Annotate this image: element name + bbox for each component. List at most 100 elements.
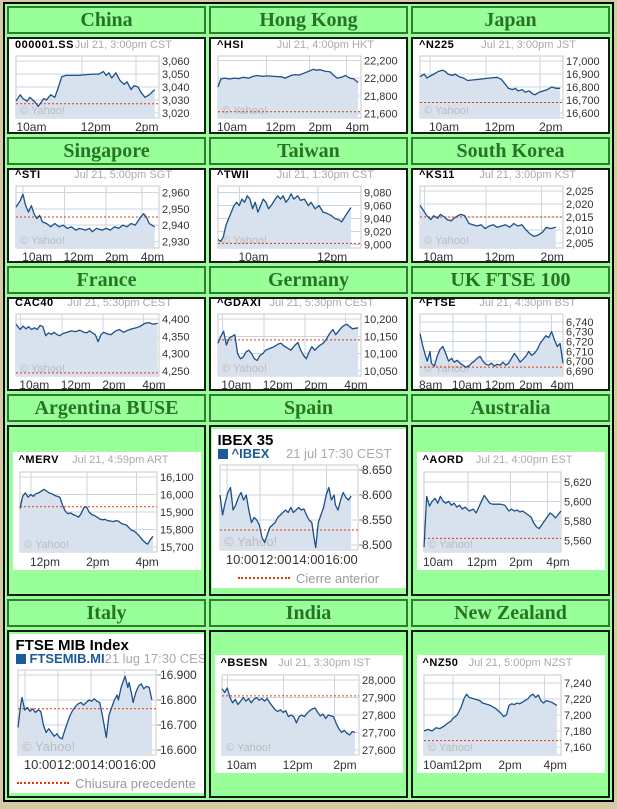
chart-cell-india: ^BSESN Jul 21, 3:30pm IST © Yahoo! 27,600 27… bbox=[209, 630, 408, 798]
x-tick-label: 12pm bbox=[81, 120, 111, 134]
y-tick-label: 27,700 bbox=[362, 727, 396, 739]
chart-image-australia: ^AORD Jul 21, 4:00pm EST © Yahoo! 5,560 5,58… bbox=[416, 451, 605, 570]
plot-france: © Yahoo! 4,250 4,300 4,350 4,400 10am 12pm 2pm 4… bbox=[15, 313, 190, 391]
chart-cell-australia: ^AORD Jul 21, 4:00pm EST © Yahoo! 5,560 5,58… bbox=[411, 425, 610, 596]
chart-cell-south-korea: ^KS11 Jul 21, 3:00pm KST © Yahoo! 2,005 2,01… bbox=[411, 168, 610, 263]
y-tick-label: 2,025 bbox=[566, 186, 594, 198]
y-tick-label: 22,000 bbox=[364, 73, 398, 85]
y-tick-label: 27,600 bbox=[362, 745, 396, 757]
price-line bbox=[15, 70, 156, 107]
chart-cell-italy: FTSE MIB Index FTSEMIB.MI 21 lug 17:30 CES… bbox=[7, 630, 206, 798]
area-fill bbox=[218, 68, 359, 118]
y-tick-label: 22,200 bbox=[364, 55, 398, 67]
chart-header: CAC40 Jul 21, 5:30pm CEST bbox=[9, 297, 204, 311]
ticker-symbol: FTSEMIB.MI bbox=[29, 651, 105, 666]
x-tick-label: 4pm bbox=[551, 378, 574, 391]
x-tick-label: 10:00 bbox=[225, 552, 258, 567]
x-tick-label: 4pm bbox=[142, 378, 165, 391]
chart-image-new-zealand: ^NZ50 Jul 21, 5:00pm NZST © Yahoo! 7,160 7,1… bbox=[416, 655, 605, 773]
y-tick-label: 2,020 bbox=[566, 199, 594, 211]
region-title: Germany bbox=[267, 268, 350, 291]
y-tick-label: 2,015 bbox=[566, 212, 594, 224]
x-tick-label: 10am bbox=[22, 250, 52, 264]
y-tick-label: 6,730 bbox=[566, 327, 594, 339]
ticker-symbol: ^GDAXI bbox=[217, 297, 262, 309]
price-line bbox=[15, 193, 156, 232]
chart-timestamp: Jul 21, 5:00pm NZST bbox=[468, 657, 573, 669]
y-tick-label: 7,240 bbox=[564, 678, 592, 690]
x-tick-label: 2pm bbox=[541, 250, 564, 264]
chart-image-uk-ftse-100: ^FTSE Jul 21, 4:30pm BST © Yahoo! 6,690 6,70… bbox=[413, 297, 608, 391]
y-tick-label: 16,900 bbox=[566, 69, 600, 81]
chart-header: ^MERV Jul 21, 4:59pm ART bbox=[13, 452, 201, 468]
region-title: Spain bbox=[284, 396, 333, 419]
region-header-china: China bbox=[7, 6, 206, 34]
legend-swatch bbox=[15, 653, 26, 664]
x-tick-label: 2pm bbox=[498, 758, 521, 772]
chart-timestamp: 21 jul 17:30 CEST bbox=[285, 446, 392, 461]
y-tick-label: 6,700 bbox=[566, 356, 594, 368]
legend-swatch bbox=[217, 448, 228, 459]
y-tick-label: 3,030 bbox=[162, 94, 190, 106]
previous-close-legend: Cierre anterior bbox=[212, 568, 406, 588]
chart-header: ^KS11 Jul 21, 3:00pm KST bbox=[413, 170, 608, 183]
area-fill bbox=[420, 331, 563, 376]
y-tick-label: 16,000 bbox=[160, 489, 194, 501]
region-title: Argentina BUSE bbox=[34, 396, 179, 419]
x-tick-label: 12pm bbox=[263, 378, 293, 391]
y-tick-label: 15,800 bbox=[160, 524, 194, 536]
yahoo-watermark: © Yahoo! bbox=[20, 105, 65, 117]
x-tick-label: 2pm bbox=[539, 120, 562, 134]
yahoo-watermark: © Yahoo! bbox=[24, 539, 69, 551]
ticker-symbol: ^FTSE bbox=[419, 297, 457, 309]
area-fill bbox=[16, 71, 155, 118]
plot-australia: © Yahoo! 5,560 5,580 5,600 5,620 10am 12pm 2pm 4… bbox=[423, 471, 592, 569]
y-tick-label: 5,580 bbox=[564, 515, 592, 527]
y-tick-label: 27,800 bbox=[362, 710, 396, 722]
y-tick-label: 9,040 bbox=[364, 213, 392, 225]
previous-close-legend: Chiusura precedente bbox=[10, 773, 204, 793]
region-title: Australia bbox=[470, 396, 551, 419]
x-tick-label: 8am bbox=[419, 378, 442, 391]
chart-header: ^BSESN Jul 21, 3:30pm IST bbox=[215, 655, 403, 671]
ticker-symbol: CAC40 bbox=[15, 297, 54, 309]
area-fill bbox=[16, 322, 158, 376]
y-tick-label: 16,700 bbox=[566, 94, 600, 106]
y-tick-label: 16,800 bbox=[566, 82, 600, 94]
chart-cell-spain: IBEX 35 ^IBEX 21 jul 17:30 CEST © Yahoo! 8.5… bbox=[209, 425, 408, 596]
region-title: Hong Kong bbox=[259, 8, 358, 31]
region-title: India bbox=[285, 601, 332, 624]
y-tick-label: 3,020 bbox=[162, 107, 190, 119]
x-tick-label: 10am bbox=[452, 378, 482, 391]
y-tick-label: 7,160 bbox=[564, 742, 592, 754]
area-fill bbox=[219, 487, 351, 550]
y-tick-label: 21,800 bbox=[364, 90, 398, 102]
chart-timestamp: Jul 21, 3:00pm JST bbox=[481, 38, 576, 51]
area-fill bbox=[423, 494, 561, 552]
x-tick-label: 10am bbox=[423, 555, 453, 569]
chart-image-hong-kong: ^HSI Jul 21, 4:00pm HKT © Yahoo! 21,600 21,8… bbox=[211, 39, 406, 132]
region-title: Taiwan bbox=[277, 139, 340, 162]
region-header-spain: Spain bbox=[209, 394, 408, 422]
y-tick-label: 8.550 bbox=[362, 513, 392, 527]
y-tick-label: 6,690 bbox=[566, 366, 594, 378]
x-tick-label: 12:00 bbox=[259, 552, 292, 567]
previous-close-label: Cierre anterior bbox=[295, 570, 380, 586]
yahoo-watermark: © Yahoo! bbox=[424, 235, 469, 247]
y-tick-label: 3,060 bbox=[162, 56, 190, 68]
ticker-symbol: ^IBEX bbox=[231, 446, 270, 461]
x-tick-label: 12pm bbox=[451, 758, 481, 772]
yahoo-watermark: © Yahoo! bbox=[22, 739, 75, 754]
y-tick-label: 17,000 bbox=[566, 56, 600, 68]
chart-legend-row: FTSEMIB.MI 21 lug 17:30 CEST bbox=[10, 651, 204, 667]
x-tick-label: 16:00 bbox=[325, 552, 358, 567]
yahoo-watermark: © Yahoo! bbox=[222, 105, 267, 117]
chart-image-india: ^BSESN Jul 21, 3:30pm IST © Yahoo! 27,600 27… bbox=[214, 655, 403, 773]
ticker-symbol: ^MERV bbox=[18, 453, 60, 466]
y-tick-label: 5,620 bbox=[564, 476, 592, 488]
chart-cell-taiwan: ^TWII Jul 21, 1:30pm CST © Yahoo! 9,000 9,02… bbox=[209, 168, 408, 263]
y-tick-label: 9,000 bbox=[364, 239, 392, 251]
region-header-taiwan: Taiwan bbox=[209, 137, 408, 165]
